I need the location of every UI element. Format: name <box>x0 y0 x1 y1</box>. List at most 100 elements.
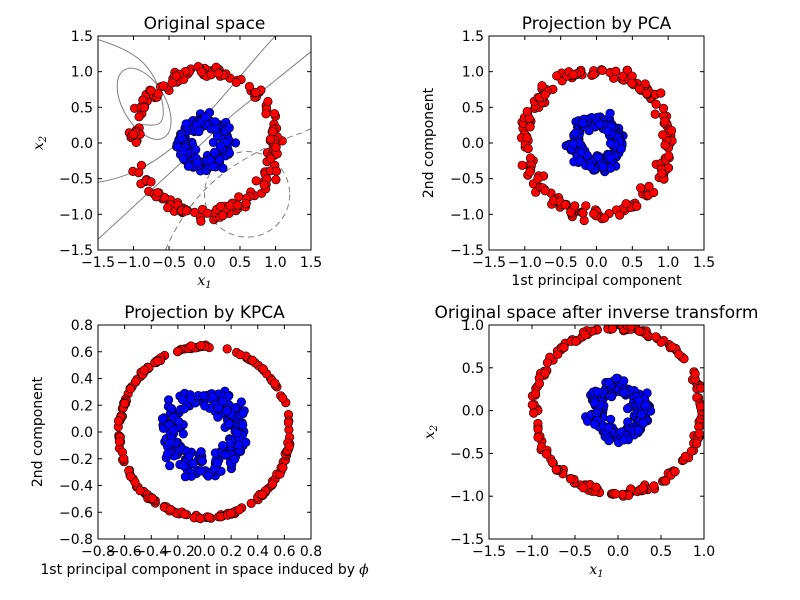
data-point <box>134 168 144 178</box>
data-point <box>667 342 677 352</box>
series-1 <box>527 325 704 501</box>
data-point <box>271 166 282 176</box>
data-point <box>619 435 629 445</box>
data-point <box>686 446 697 456</box>
y-tick-label: −1.5 <box>450 532 484 548</box>
data-point <box>119 398 130 409</box>
data-point <box>642 88 652 98</box>
data-point <box>632 201 642 211</box>
data-point <box>598 162 608 172</box>
data-point <box>178 153 188 163</box>
x-axis-label-symbol: ϕ <box>359 562 369 578</box>
data-point <box>597 65 608 75</box>
data-point <box>591 482 601 492</box>
x-tick-label: 0.0 <box>193 544 215 560</box>
data-point <box>523 143 533 154</box>
data-point <box>529 408 539 418</box>
data-point <box>251 87 261 98</box>
data-point <box>147 493 157 504</box>
data-point <box>540 368 550 378</box>
x-tick-label: −1.0 <box>117 255 151 271</box>
y-tick-label: −0.4 <box>59 479 93 495</box>
x-tick-label: −0.8 <box>81 544 115 560</box>
data-point <box>696 383 704 393</box>
data-point <box>649 481 659 491</box>
data-point <box>551 464 561 475</box>
data-point <box>153 89 163 99</box>
data-point <box>605 153 615 163</box>
data-point <box>162 449 172 459</box>
data-point <box>194 126 204 137</box>
y-axis-label-main: 2nd component <box>30 376 46 487</box>
data-point <box>139 365 149 375</box>
data-point <box>651 332 661 342</box>
x-tick-label: −0.5 <box>558 544 592 560</box>
data-point <box>222 406 232 416</box>
data-point <box>157 414 168 424</box>
y-tick-label: 1.5 <box>71 29 93 45</box>
data-point <box>113 416 124 426</box>
data-point <box>210 124 221 134</box>
data-point <box>635 84 645 94</box>
data-point <box>213 412 223 422</box>
data-point <box>135 486 145 496</box>
data-point <box>522 133 532 143</box>
data-point <box>560 200 570 210</box>
y-tick-label: −0.5 <box>450 446 484 462</box>
data-point <box>180 472 190 482</box>
data-point <box>269 109 280 119</box>
data-point <box>638 418 649 428</box>
y-tick-label: 0.0 <box>71 136 93 152</box>
y-tick-label: 1.0 <box>462 318 484 334</box>
data-point <box>166 404 177 414</box>
data-point <box>231 77 241 87</box>
data-point <box>670 466 680 477</box>
y-axis-label: x2 <box>422 425 440 439</box>
axes-frame <box>488 324 705 540</box>
y-tick-label: 0.2 <box>71 398 93 414</box>
data-point <box>169 425 179 435</box>
data-point <box>205 155 215 165</box>
series-2 <box>172 107 241 176</box>
data-point <box>568 70 579 80</box>
data-point <box>541 449 552 459</box>
data-point <box>224 123 234 133</box>
x-tick-label: 0.5 <box>650 544 672 560</box>
data-point <box>183 161 193 171</box>
data-point <box>680 451 691 462</box>
data-point <box>649 187 659 198</box>
data-point <box>527 400 537 410</box>
data-point <box>694 429 704 439</box>
data-point <box>200 401 210 411</box>
data-point <box>533 174 543 184</box>
data-point <box>167 78 177 88</box>
x-tick-label: 1.5 <box>693 255 715 271</box>
data-point <box>203 471 213 481</box>
data-point <box>634 326 645 336</box>
data-point <box>619 388 629 398</box>
data-point <box>578 208 588 218</box>
data-point <box>202 208 213 218</box>
data-point <box>658 130 668 140</box>
x-tick-label: 1.0 <box>693 544 715 560</box>
series-2 <box>580 373 656 448</box>
data-point <box>163 203 173 213</box>
data-point <box>173 142 183 152</box>
data-point <box>214 155 225 165</box>
data-point <box>530 389 541 399</box>
data-point <box>542 358 553 368</box>
data-point <box>222 344 232 354</box>
subplot-title: Projection by PCA <box>522 14 672 34</box>
data-point <box>184 451 194 461</box>
data-point <box>153 356 163 366</box>
data-point <box>657 168 667 178</box>
data-point <box>271 142 281 152</box>
y-tick-label: 1.0 <box>71 65 93 81</box>
data-point <box>690 369 700 379</box>
data-point <box>571 336 581 347</box>
data-point <box>566 474 576 484</box>
data-point <box>208 392 218 402</box>
plot-area <box>527 325 704 501</box>
data-point <box>258 364 268 374</box>
